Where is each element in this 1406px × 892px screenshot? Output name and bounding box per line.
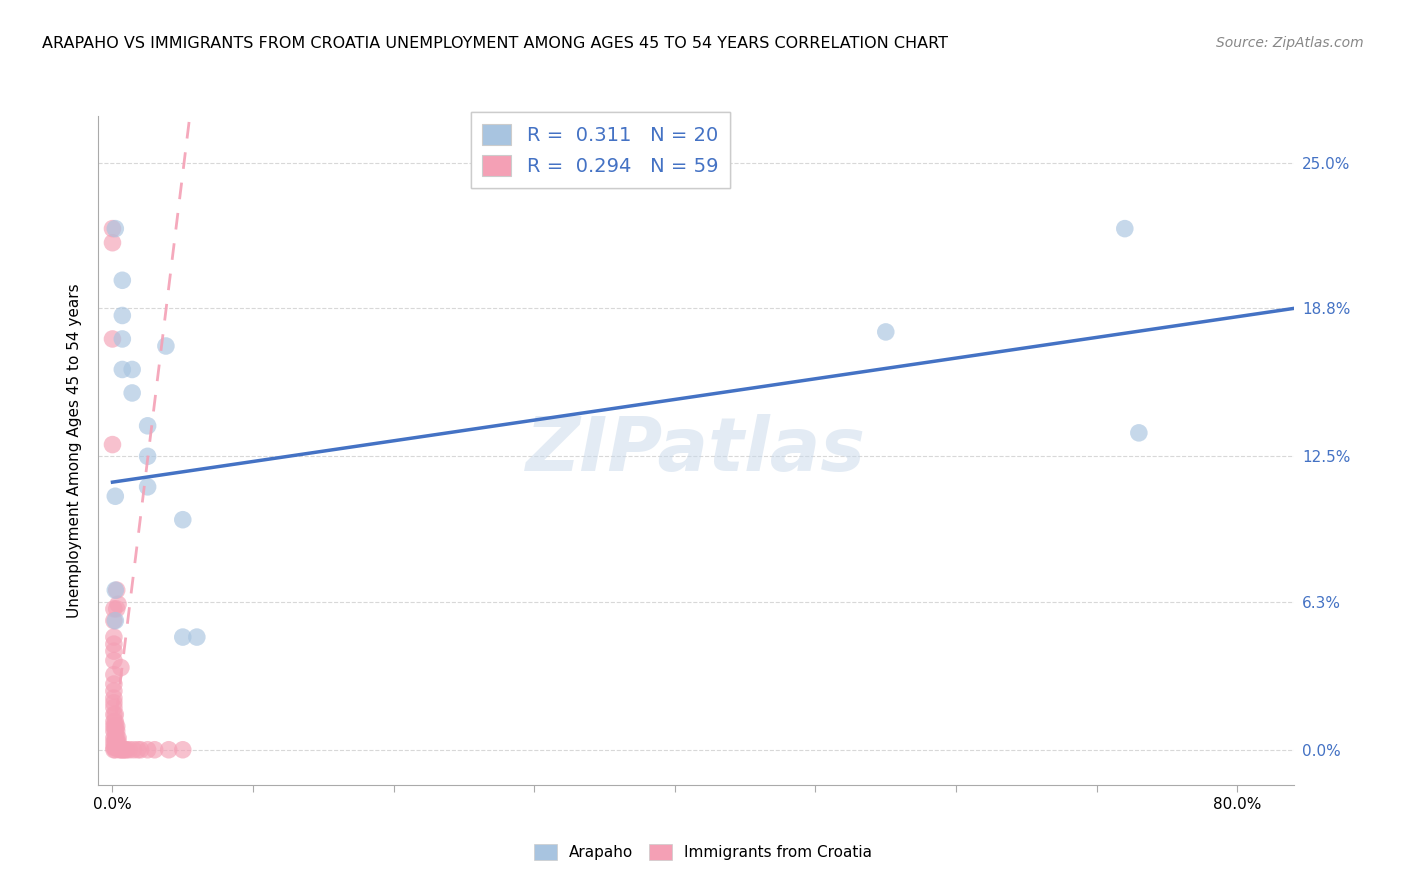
Point	[136, 480, 159, 494]
Point	[103, 684, 125, 698]
Point	[104, 714, 127, 729]
Point	[129, 743, 152, 757]
Point	[172, 513, 194, 527]
Point	[143, 743, 166, 757]
Point	[103, 637, 125, 651]
Y-axis label: Unemployment Among Ages 45 to 54 years: Unemployment Among Ages 45 to 54 years	[67, 283, 83, 618]
Point	[103, 736, 125, 750]
Point	[111, 309, 134, 323]
Point	[103, 743, 125, 757]
Point	[103, 707, 125, 722]
Point	[186, 630, 208, 644]
Point	[121, 386, 143, 401]
Point	[110, 743, 132, 757]
Point	[101, 332, 124, 346]
Point	[107, 597, 129, 611]
Point	[105, 602, 128, 616]
Point	[104, 614, 127, 628]
Point	[104, 583, 127, 598]
Point	[110, 660, 132, 674]
Point	[103, 677, 125, 691]
Point	[103, 731, 125, 745]
Point	[104, 723, 127, 738]
Point	[157, 743, 180, 757]
Point	[1114, 221, 1136, 235]
Point	[121, 362, 143, 376]
Point	[105, 740, 128, 755]
Point	[1128, 425, 1150, 440]
Text: ARAPAHO VS IMMIGRANTS FROM CROATIA UNEMPLOYMENT AMONG AGES 45 TO 54 YEARS CORREL: ARAPAHO VS IMMIGRANTS FROM CROATIA UNEMP…	[42, 36, 948, 51]
Point	[172, 743, 194, 757]
Legend: Arapaho, Immigrants from Croatia: Arapaho, Immigrants from Croatia	[529, 838, 877, 866]
Point	[103, 723, 125, 738]
Point	[105, 736, 128, 750]
Point	[114, 743, 136, 757]
Point	[103, 719, 125, 733]
Point	[172, 630, 194, 644]
Point	[103, 696, 125, 710]
Text: ZIPatlas: ZIPatlas	[526, 414, 866, 487]
Point	[104, 736, 127, 750]
Point	[103, 691, 125, 706]
Point	[103, 644, 125, 658]
Point	[108, 743, 131, 757]
Text: Source: ZipAtlas.com: Source: ZipAtlas.com	[1216, 36, 1364, 50]
Point	[104, 743, 127, 757]
Point	[155, 339, 177, 353]
Point	[127, 743, 149, 757]
Point	[136, 418, 159, 433]
Point	[104, 719, 127, 733]
Point	[104, 740, 127, 755]
Legend: R =  0.311   N = 20, R =  0.294   N = 59: R = 0.311 N = 20, R = 0.294 N = 59	[471, 112, 730, 187]
Point	[104, 489, 127, 503]
Point	[103, 667, 125, 681]
Point	[101, 235, 124, 250]
Point	[103, 740, 125, 755]
Point	[105, 723, 128, 738]
Point	[105, 731, 128, 745]
Point	[103, 654, 125, 668]
Point	[103, 714, 125, 729]
Point	[103, 700, 125, 714]
Point	[104, 707, 127, 722]
Point	[101, 437, 124, 451]
Point	[112, 743, 135, 757]
Point	[122, 743, 145, 757]
Point	[118, 743, 141, 757]
Point	[105, 583, 128, 598]
Point	[136, 743, 159, 757]
Point	[104, 731, 127, 745]
Point	[105, 719, 128, 733]
Point	[115, 743, 138, 757]
Point	[111, 743, 134, 757]
Point	[107, 740, 129, 755]
Point	[111, 362, 134, 376]
Point	[103, 630, 125, 644]
Point	[111, 273, 134, 287]
Point	[107, 736, 129, 750]
Point	[104, 221, 127, 235]
Point	[103, 602, 125, 616]
Point	[111, 332, 134, 346]
Point	[108, 740, 131, 755]
Point	[136, 450, 159, 464]
Point	[107, 731, 129, 745]
Point	[101, 221, 124, 235]
Point	[875, 325, 897, 339]
Point	[103, 614, 125, 628]
